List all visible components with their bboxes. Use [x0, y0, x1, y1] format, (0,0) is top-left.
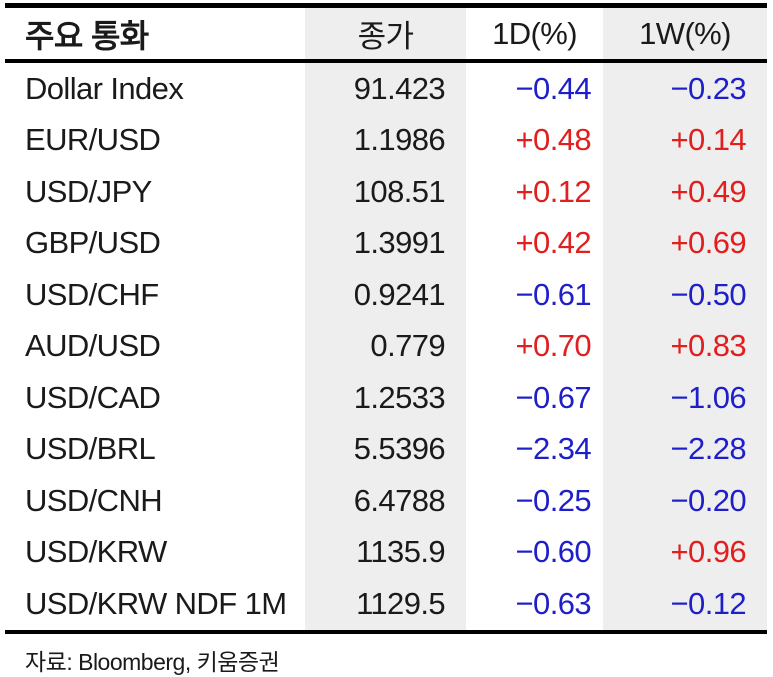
change-1d: −0.67 [515, 379, 592, 415]
currency-name: GBP/USD [25, 225, 161, 261]
change-1d: +0.42 [515, 225, 592, 261]
change-1w: +0.69 [603, 217, 767, 269]
currency-name: USD/JPY [25, 173, 152, 209]
currency-name: USD/BRL [25, 431, 156, 467]
table-row: Dollar Index 91.423 −0.44 −0.23 [5, 61, 767, 115]
currency-name: USD/KRW [25, 534, 167, 570]
change-1w: −2.28 [603, 423, 767, 475]
table-row: USD/CHF 0.9241 −0.61 −0.50 [5, 269, 767, 321]
table-row: EUR/USD 1.1986 +0.48 +0.14 [5, 114, 767, 166]
currency-name: EUR/USD [25, 122, 161, 158]
change-1d: −0.25 [515, 482, 592, 518]
table-row: USD/CNH 6.4788 −0.25 −0.20 [5, 475, 767, 527]
table-row: USD/KRW NDF 1M 1129.5 −0.63 −0.12 [5, 578, 767, 632]
change-1d: +0.48 [515, 122, 592, 158]
currency-name: USD/CNH [25, 482, 163, 518]
currency-table: 주요 통화 종가 1D(%) 1W(%) Dollar Index 91.423 −… [5, 3, 767, 634]
close-value: 108.51 [305, 166, 466, 218]
change-1d: −2.34 [515, 431, 592, 467]
header-1d-change: 1D(%) [466, 5, 603, 63]
change-1w: −0.23 [603, 61, 767, 115]
table-header-row: 주요 통화 종가 1D(%) 1W(%) [5, 5, 767, 63]
header-1w-change: 1W(%) [603, 5, 767, 63]
table-row: GBP/USD 1.3991 +0.42 +0.69 [5, 217, 767, 269]
close-value: 0.779 [305, 320, 466, 372]
change-1w: +0.96 [603, 526, 767, 578]
change-1d: −0.61 [515, 276, 592, 312]
close-value: 1129.5 [305, 578, 466, 632]
close-value: 6.4788 [305, 475, 466, 527]
table-row: USD/CAD 1.2533 −0.67 −1.06 [5, 372, 767, 424]
change-1w: −0.20 [603, 475, 767, 527]
change-1w: +0.83 [603, 320, 767, 372]
table-row: USD/BRL 5.5396 −2.34 −2.28 [5, 423, 767, 475]
table-row: USD/KRW 1135.9 −0.60 +0.96 [5, 526, 767, 578]
change-1d: +0.12 [515, 173, 592, 209]
change-1d: −0.63 [515, 585, 592, 621]
currency-name: AUD/USD [25, 328, 161, 364]
currency-name: USD/CAD [25, 379, 161, 415]
close-value: 1135.9 [305, 526, 466, 578]
currency-name: USD/KRW NDF 1M [25, 585, 287, 621]
currency-name: USD/CHF [25, 276, 159, 312]
close-value: 1.2533 [305, 372, 466, 424]
change-1d: +0.70 [515, 328, 592, 364]
header-major-currencies: 주요 통화 [5, 5, 305, 63]
change-1d: −0.44 [515, 70, 592, 106]
currency-name: Dollar Index [25, 70, 184, 106]
close-value: 5.5396 [305, 423, 466, 475]
close-value: 0.9241 [305, 269, 466, 321]
table-row: USD/JPY 108.51 +0.12 +0.49 [5, 166, 767, 218]
close-value: 1.1986 [305, 114, 466, 166]
source-note: 자료: Bloomberg, 키움증권 [25, 648, 280, 675]
change-1w: −0.12 [603, 578, 767, 632]
change-1w: +0.14 [603, 114, 767, 166]
table-body: Dollar Index 91.423 −0.44 −0.23 EUR/USD 1.198… [5, 61, 767, 632]
change-1w: −1.06 [603, 372, 767, 424]
change-1w: −0.50 [603, 269, 767, 321]
close-value: 91.423 [305, 61, 466, 115]
close-value: 1.3991 [305, 217, 466, 269]
change-1d: −0.60 [515, 534, 592, 570]
header-close-price: 종가 [305, 5, 466, 63]
change-1w: +0.49 [603, 166, 767, 218]
table-row: AUD/USD 0.779 +0.70 +0.83 [5, 320, 767, 372]
